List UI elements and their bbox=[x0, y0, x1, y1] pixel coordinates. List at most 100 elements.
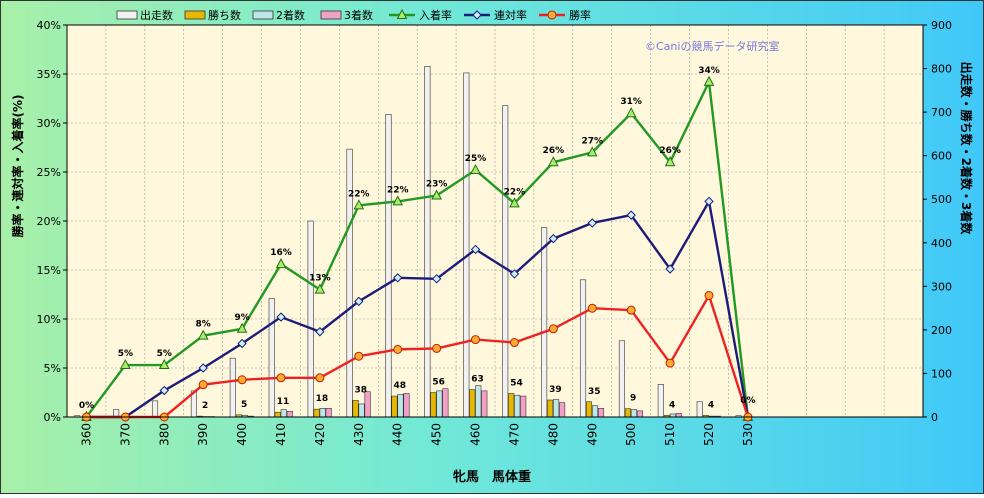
x-tick-label: 460 bbox=[469, 423, 483, 446]
bar-0-6 bbox=[308, 221, 314, 417]
legend-swatch-bar-0 bbox=[117, 11, 137, 19]
wins-label-13: 35 bbox=[588, 387, 601, 397]
bar-3-9 bbox=[443, 389, 449, 417]
bar-0-8 bbox=[386, 114, 392, 417]
bar-0-9 bbox=[425, 66, 431, 417]
rate-label-16: 34% bbox=[698, 66, 720, 76]
wins-label-8: 48 bbox=[393, 381, 406, 391]
marker-2-9 bbox=[433, 344, 441, 352]
left-tick-label: 25% bbox=[37, 166, 61, 179]
rate-label-0: 0% bbox=[79, 401, 94, 411]
bar-1-11 bbox=[508, 393, 514, 417]
left-tick-label: 10% bbox=[37, 313, 61, 326]
x-tick-label: 390 bbox=[196, 423, 210, 446]
right-tick-label: 0 bbox=[931, 411, 938, 424]
bar-1-13 bbox=[586, 402, 592, 417]
bar-3-6 bbox=[326, 408, 332, 417]
bar-0-15 bbox=[658, 384, 664, 417]
rate-label-8: 22% bbox=[387, 185, 409, 195]
right-tick-label: 700 bbox=[931, 106, 952, 119]
x-tick-label: 510 bbox=[663, 423, 677, 446]
rate-label-1: 5% bbox=[118, 349, 133, 359]
wins-label-6: 18 bbox=[316, 394, 329, 404]
marker-2-10 bbox=[472, 336, 480, 344]
left-axis-label: 勝率・連対率・入着率(%) bbox=[10, 95, 25, 238]
marker-2-4 bbox=[238, 376, 246, 384]
marker-2-14 bbox=[627, 306, 635, 314]
bar-2-5 bbox=[281, 410, 287, 417]
bar-3-13 bbox=[598, 408, 604, 417]
bar-1-9 bbox=[431, 393, 437, 417]
wins-label-15: 4 bbox=[669, 400, 675, 410]
bar-2-14 bbox=[631, 410, 637, 417]
chart-title: 牝馬 馬体重 bbox=[453, 469, 531, 485]
bar-0-11 bbox=[502, 106, 508, 417]
rate-label-17: 0% bbox=[740, 396, 755, 406]
rate-label-5: 16% bbox=[270, 248, 292, 258]
bar-2-8 bbox=[398, 394, 404, 417]
rate-label-2: 5% bbox=[157, 349, 172, 359]
legend-swatch-bar-3 bbox=[321, 11, 341, 19]
rate-label-6: 13% bbox=[309, 274, 331, 284]
bar-3-8 bbox=[404, 393, 410, 417]
bar-2-6 bbox=[320, 408, 326, 417]
bar-0-4 bbox=[230, 358, 236, 417]
right-tick-label: 900 bbox=[931, 19, 952, 32]
bar-1-5 bbox=[275, 412, 281, 417]
right-axis-label: 出走数・勝ち数・2着数・3着数 bbox=[959, 62, 974, 236]
x-tick-label: 430 bbox=[352, 423, 366, 446]
left-tick-label: 40% bbox=[37, 19, 61, 32]
right-tick-label: 600 bbox=[931, 150, 952, 163]
bar-0-16 bbox=[697, 402, 703, 417]
bar-2-7 bbox=[359, 404, 365, 417]
bar-2-10 bbox=[476, 386, 482, 417]
bar-0-12 bbox=[541, 228, 547, 417]
bar-1-7 bbox=[353, 400, 359, 417]
marker-2-5 bbox=[277, 374, 285, 382]
bar-3-11 bbox=[520, 396, 526, 417]
bar-2-9 bbox=[437, 391, 443, 417]
legend-label-bar-0: 出走数 bbox=[140, 8, 173, 22]
bar-3-14 bbox=[637, 411, 643, 417]
legend-label-bar-2: 2着数 bbox=[276, 8, 305, 22]
bar-3-5 bbox=[287, 411, 293, 417]
wins-label-14: 9 bbox=[630, 394, 636, 404]
legend-label-line-2: 勝率 bbox=[569, 8, 591, 22]
marker-2-8 bbox=[394, 345, 402, 353]
wins-label-5: 11 bbox=[277, 397, 290, 407]
watermark: ©Caniの競馬データ研究室 bbox=[645, 39, 779, 53]
bar-3-10 bbox=[482, 391, 488, 417]
right-tick-label: 200 bbox=[931, 324, 952, 337]
bar-0-2 bbox=[152, 401, 158, 417]
rate-label-3: 8% bbox=[196, 320, 211, 330]
wins-label-4: 5 bbox=[241, 400, 247, 410]
wins-label-9: 56 bbox=[432, 378, 445, 388]
legend-label-line-0: 入着率 bbox=[419, 8, 452, 22]
bar-1-6 bbox=[314, 409, 320, 417]
bar-0-13 bbox=[580, 280, 586, 417]
legend-swatch-bar-1 bbox=[185, 11, 205, 19]
x-tick-label: 480 bbox=[546, 423, 560, 446]
x-tick-label: 380 bbox=[157, 423, 171, 446]
right-tick-label: 300 bbox=[931, 280, 952, 293]
x-tick-label: 400 bbox=[235, 423, 249, 446]
marker-2-6 bbox=[316, 374, 324, 382]
right-tick-label: 800 bbox=[931, 63, 952, 76]
bar-2-12 bbox=[553, 400, 559, 417]
wins-label-12: 39 bbox=[549, 385, 562, 395]
bar-1-10 bbox=[470, 390, 476, 417]
wins-label-3: 2 bbox=[202, 401, 208, 411]
bar-0-14 bbox=[619, 341, 625, 417]
legend-label-bar-1: 勝ち数 bbox=[208, 8, 241, 22]
rate-label-9: 23% bbox=[426, 180, 448, 190]
wins-label-11: 54 bbox=[510, 378, 523, 388]
marker-2-15 bbox=[666, 359, 674, 367]
marker-2-3 bbox=[199, 381, 207, 389]
bar-3-7 bbox=[365, 392, 371, 417]
marker-2-16 bbox=[705, 291, 713, 299]
bar-0-5 bbox=[269, 299, 275, 417]
bar-3-12 bbox=[559, 403, 565, 417]
x-tick-label: 520 bbox=[702, 423, 716, 446]
bar-2-11 bbox=[514, 395, 520, 417]
